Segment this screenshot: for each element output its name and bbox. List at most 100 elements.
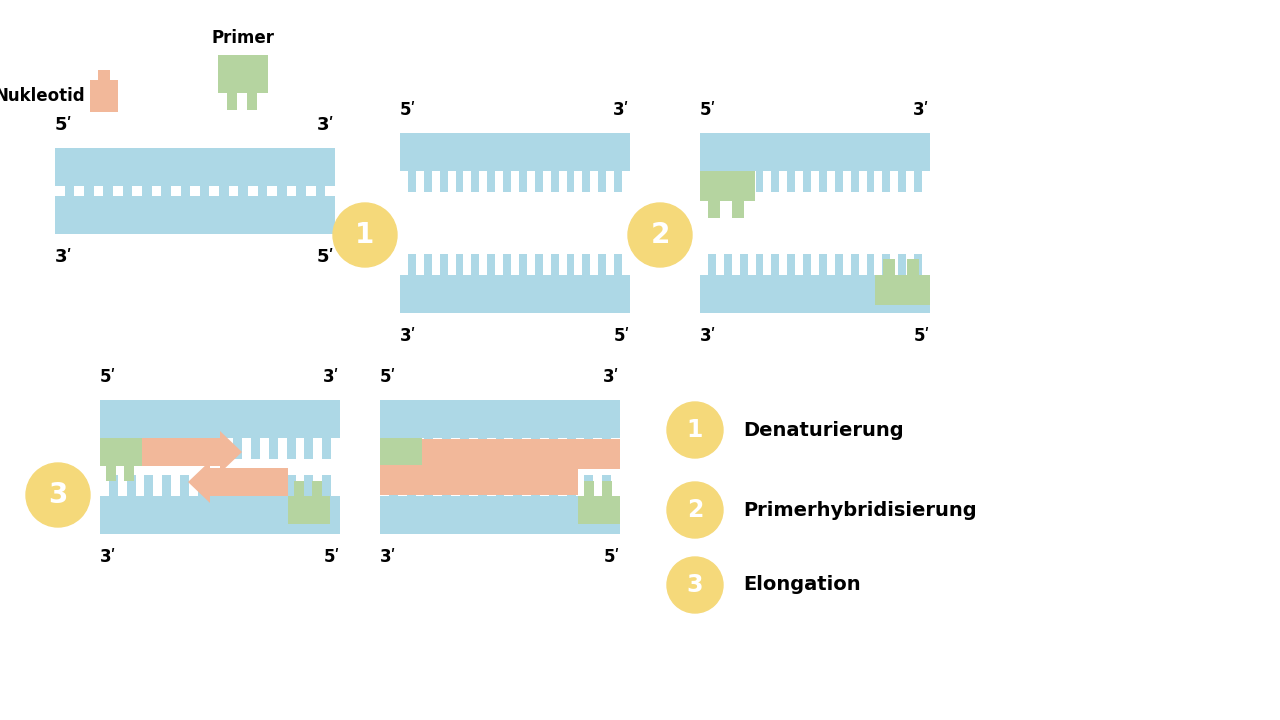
Text: 5ʹ: 5ʹ (914, 327, 931, 345)
Bar (425, 475, 434, 496)
Bar (531, 438, 540, 459)
Bar (198, 438, 206, 459)
Bar (407, 475, 416, 496)
Bar (456, 171, 463, 192)
Bar (218, 55, 268, 93)
Bar (145, 438, 154, 459)
Bar (708, 254, 716, 275)
Bar (247, 93, 257, 110)
Text: 3ʹ: 3ʹ (399, 327, 416, 345)
Bar (312, 481, 321, 496)
Bar (772, 171, 780, 192)
Bar (549, 438, 558, 459)
Bar (740, 254, 748, 275)
Text: 3: 3 (49, 481, 68, 509)
Bar (84, 186, 93, 207)
Bar (803, 254, 812, 275)
Bar (882, 171, 891, 192)
Bar (251, 438, 260, 459)
Text: Primerhybridisierung: Primerhybridisierung (742, 500, 977, 520)
Bar (163, 475, 172, 496)
Bar (819, 171, 827, 192)
Bar (257, 186, 268, 207)
Text: 3ʹ: 3ʹ (100, 548, 116, 566)
Bar (287, 438, 296, 459)
Bar (276, 175, 287, 196)
Bar (602, 438, 611, 459)
Bar (387, 466, 396, 482)
Bar (488, 254, 495, 275)
FancyArrow shape (188, 461, 288, 503)
Bar (425, 438, 434, 459)
Bar (518, 171, 527, 192)
Bar (471, 254, 479, 275)
Bar (200, 186, 210, 207)
Text: Denaturierung: Denaturierung (742, 420, 904, 439)
Bar (700, 171, 755, 201)
Bar (603, 481, 612, 496)
Bar (914, 254, 922, 275)
Bar (233, 475, 242, 496)
Bar (100, 438, 142, 466)
Bar (161, 186, 170, 207)
Text: 5ʹ: 5ʹ (613, 327, 630, 345)
Bar (700, 133, 931, 171)
Bar (723, 254, 732, 275)
Bar (899, 171, 906, 192)
Bar (163, 438, 172, 459)
Bar (323, 438, 332, 459)
Text: 5ʹ: 5ʹ (603, 548, 620, 566)
Bar (424, 171, 431, 192)
Bar (908, 258, 919, 275)
Bar (488, 171, 495, 192)
Bar (227, 93, 237, 110)
Text: 1: 1 (687, 418, 703, 442)
Bar (100, 400, 340, 438)
Bar (513, 438, 522, 459)
Bar (316, 175, 325, 196)
Bar (408, 171, 416, 192)
Bar (269, 475, 278, 496)
Bar (269, 438, 278, 459)
Bar (145, 475, 154, 496)
Bar (819, 254, 827, 275)
Bar (535, 171, 543, 192)
Text: 2: 2 (650, 221, 669, 249)
Bar (803, 171, 812, 192)
Text: 5ʹ: 5ʹ (55, 116, 73, 134)
Text: 3ʹ: 3ʹ (55, 248, 73, 266)
Bar (495, 438, 504, 459)
Bar (380, 465, 579, 495)
Bar (700, 275, 931, 313)
Bar (422, 439, 620, 469)
Bar (109, 475, 118, 496)
Bar (127, 475, 136, 496)
Bar (477, 438, 486, 459)
Bar (708, 171, 716, 192)
Bar (755, 254, 763, 275)
Bar (614, 254, 622, 275)
Bar (90, 80, 118, 112)
Bar (851, 171, 859, 192)
Text: 3ʹ: 3ʹ (914, 101, 931, 119)
Bar (297, 186, 306, 207)
Text: 5ʹ: 5ʹ (317, 248, 335, 266)
Bar (584, 481, 594, 496)
Bar (503, 254, 511, 275)
Bar (579, 496, 620, 524)
Text: 5ʹ: 5ʹ (100, 368, 116, 386)
Bar (407, 438, 416, 459)
Bar (380, 496, 620, 534)
Text: 3: 3 (687, 573, 703, 597)
Bar (513, 475, 522, 496)
Bar (585, 438, 594, 459)
Bar (567, 171, 575, 192)
Text: 1: 1 (356, 221, 375, 249)
Bar (456, 254, 463, 275)
Bar (550, 254, 558, 275)
Text: 3ʹ: 3ʹ (603, 368, 620, 386)
Bar (180, 475, 189, 496)
Bar (867, 171, 874, 192)
Bar (99, 70, 110, 80)
Bar (460, 475, 468, 496)
